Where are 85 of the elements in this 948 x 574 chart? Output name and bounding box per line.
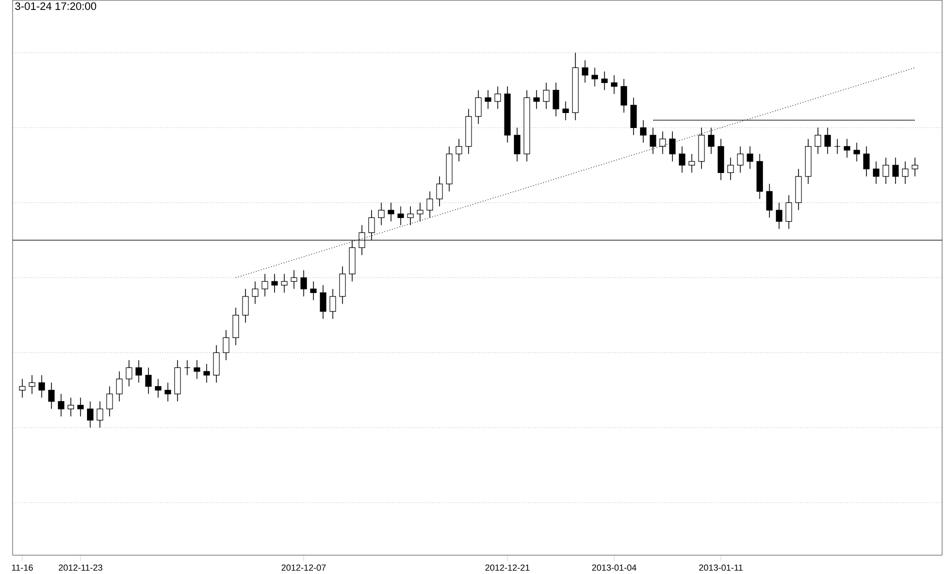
candlestick: [824, 127, 831, 154]
candlestick: [892, 157, 899, 184]
candlestick: [106, 386, 113, 417]
candlestick: [398, 206, 404, 226]
candlestick: [844, 138, 850, 158]
candlestick: [630, 97, 637, 136]
candlestick: [669, 131, 676, 162]
candlestick: [582, 60, 588, 84]
candlestick: [38, 374, 45, 398]
candlestick: [388, 202, 394, 222]
candlestick: [116, 371, 123, 402]
candlestick: [776, 202, 782, 230]
candlestick: [310, 281, 317, 301]
x-tick-label: 2012-12-21: [485, 564, 530, 571]
candlestick: [184, 360, 190, 376]
candlestick: [912, 157, 918, 177]
candlestick: [746, 146, 754, 170]
x-tick-label: 2012-11-23: [58, 564, 102, 571]
candlestick: [378, 202, 385, 226]
candlestick: [145, 367, 152, 394]
candlestick: [737, 146, 744, 174]
candlestick: [242, 288, 249, 324]
candlestick: [494, 86, 501, 110]
candlestick: [87, 401, 94, 428]
candlestick: [814, 127, 822, 154]
candlestick: [262, 274, 268, 297]
candlestick: [96, 401, 104, 428]
candlestick: [650, 127, 656, 154]
candlestick: [320, 284, 326, 320]
candlestick: [863, 146, 870, 177]
candlestick: [252, 281, 258, 304]
candlestick: [290, 270, 298, 290]
candlestick: [533, 90, 540, 110]
candlestick: [126, 360, 132, 387]
candlestick: [213, 344, 220, 384]
candlestick: [592, 67, 598, 87]
candlestick: [708, 127, 714, 154]
candlestick: [154, 378, 162, 398]
candlestick: [678, 146, 686, 174]
candlestick: [620, 78, 628, 114]
candlestick: [194, 360, 200, 380]
candlestick: [786, 194, 792, 230]
x-tick-label: 11-16: [12, 564, 33, 571]
candlestick: [416, 202, 424, 222]
candlestick: [902, 161, 908, 184]
candlestick: [436, 176, 443, 207]
text: 3-01-24 17:20:00: [15, 2, 96, 10]
candlestick: [19, 378, 26, 398]
candlestick: [514, 127, 520, 162]
candlestick: [136, 360, 142, 384]
candlestick: [854, 142, 860, 162]
candlestick: [300, 270, 307, 297]
x-tick-label: 2013-01-04: [592, 564, 636, 571]
candlestick: [222, 330, 230, 361]
candlestick: [271, 274, 278, 294]
x-tick-label: 2012-12-07: [282, 564, 326, 571]
candlestick: [834, 138, 841, 154]
candlestick: [426, 191, 434, 218]
candlestick: [552, 82, 560, 117]
candlestick: [330, 288, 336, 320]
x-tick-label: 2013-01-11: [699, 564, 743, 571]
candlestick: [68, 397, 74, 417]
candlestick: [543, 82, 550, 110]
candlestick: [484, 90, 492, 110]
candlestick: [281, 274, 288, 294]
candlestick: [766, 184, 773, 218]
candlestick: [882, 157, 890, 184]
candlestick: [601, 71, 608, 91]
candlestick: [562, 101, 569, 121]
candlestick: [203, 364, 210, 384]
candlestick: [659, 131, 666, 154]
candlestick: [688, 154, 695, 174]
candlestick: [475, 90, 482, 124]
candlestick: [727, 157, 734, 181]
candlestick: [58, 394, 64, 417]
candlestick: [232, 307, 239, 346]
candlestick: [164, 382, 172, 402]
candlestick: [77, 397, 84, 417]
candlestick: [640, 120, 646, 144]
candlestick: [339, 266, 346, 304]
candlestick: [872, 161, 880, 184]
candlestick: [48, 382, 55, 410]
candlestick: [407, 206, 414, 226]
candlestick: [456, 138, 462, 162]
candlestick: [610, 74, 618, 94]
